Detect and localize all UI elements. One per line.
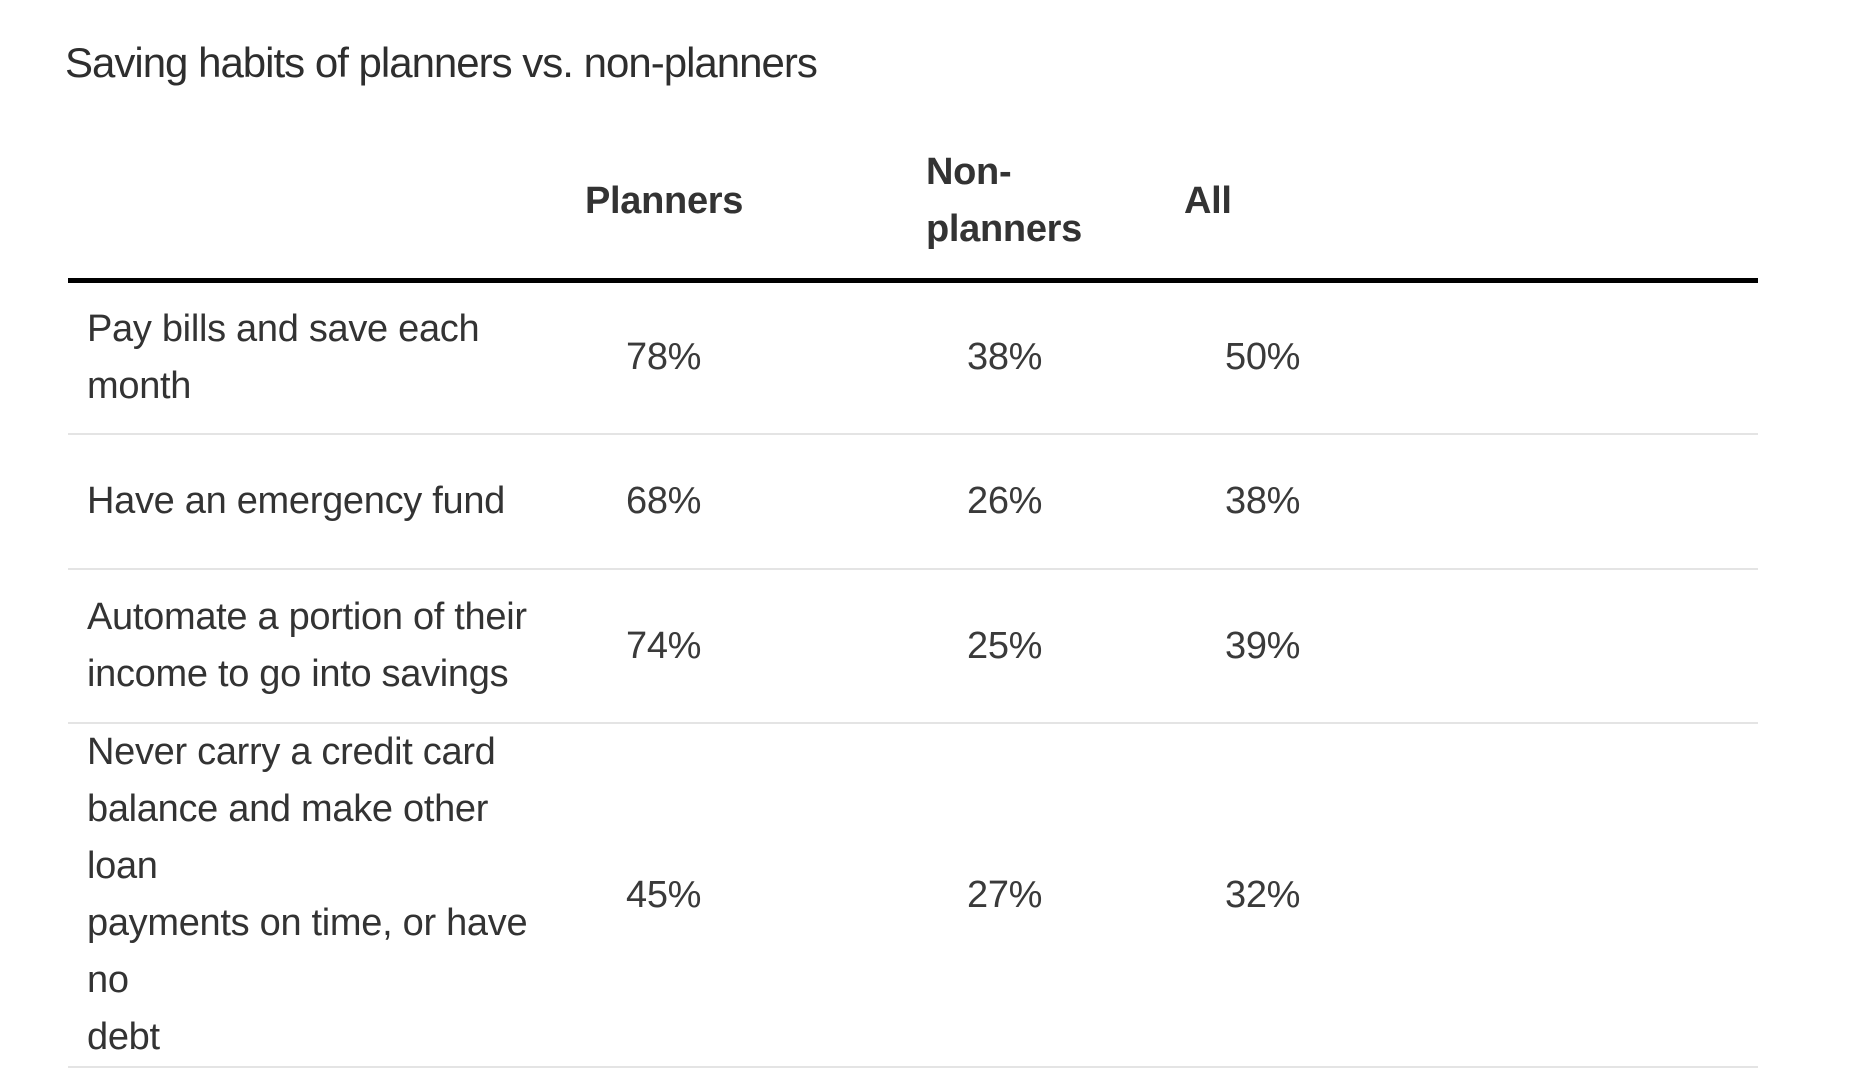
value-no-credit-balance-planners: 45% (626, 873, 702, 916)
column-header-blank (68, 125, 585, 283)
table-row: Never carry a credit card balance and ma… (68, 723, 1758, 1067)
value-emergency-fund-non-planners: 26% (967, 480, 1043, 522)
value-automate-savings-non-planners: 25% (967, 624, 1043, 667)
value-pay-bills-planners: 78% (626, 336, 702, 379)
value-emergency-fund-all: 38% (1225, 480, 1301, 522)
column-header-non-planners: Non- planners (926, 125, 1184, 283)
table-row: Have an emergency fund 68% 26% 38% (68, 434, 1758, 569)
savings-habits-table: Planners Non- planners All Pay bills and… (68, 125, 1758, 1068)
header-row: Planners Non- planners All (68, 125, 1758, 283)
row-label-no-credit-balance: Never carry a credit card balance and ma… (87, 731, 528, 1058)
value-no-credit-balance-non-planners: 27% (967, 873, 1043, 916)
value-automate-savings-planners: 74% (626, 624, 702, 667)
row-label-automate-savings: Automate a portion of their income to go… (87, 596, 527, 695)
column-header-all: All (1184, 125, 1758, 283)
table-row: Pay bills and save each month 78% 38% 50… (68, 280, 1758, 434)
value-emergency-fund-planners: 68% (626, 480, 702, 522)
table-body: Pay bills and save each month 78% 38% 50… (68, 280, 1758, 1067)
row-label-emergency-fund: Have an emergency fund (87, 480, 505, 522)
value-pay-bills-non-planners: 38% (967, 336, 1043, 379)
row-label-pay-bills: Pay bills and save each month (87, 307, 480, 407)
value-no-credit-balance-all: 32% (1225, 873, 1301, 916)
table-header: Planners Non- planners All (68, 125, 1758, 283)
column-header-planners: Planners (585, 125, 926, 283)
value-pay-bills-all: 50% (1225, 336, 1301, 379)
table-row: Automate a portion of their income to go… (68, 569, 1758, 723)
value-automate-savings-all: 39% (1225, 624, 1301, 667)
page-title: Saving habits of planners vs. non-planne… (65, 39, 818, 86)
